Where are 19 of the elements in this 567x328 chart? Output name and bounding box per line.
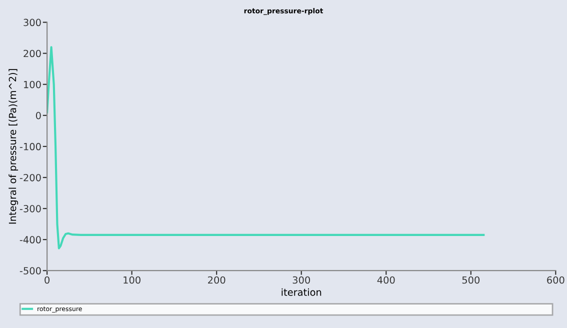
y-tick-label: 300	[24, 18, 41, 26]
y-axis-title: Integral of pressure [(Pa)(m^2)]	[8, 69, 18, 224]
y-tick-label: -300	[20, 205, 41, 212]
y-tick-label: 100	[24, 80, 41, 88]
x-tick-label: 200	[208, 276, 226, 284]
x-tick-label: 400	[377, 276, 395, 284]
x-tick-label: 300	[292, 276, 310, 284]
x-tick-label: 500	[462, 276, 480, 284]
x-tick-label: 100	[124, 276, 140, 284]
x-tick-label: 0	[44, 276, 50, 284]
y-tick-label: -400	[20, 236, 41, 244]
y-tick-label: -100	[20, 142, 41, 150]
y-tick-label: -200	[20, 174, 41, 182]
y-tick-label: 200	[24, 50, 41, 58]
y-tick-label: 0	[36, 112, 41, 120]
y-tick-label: -500	[20, 267, 41, 274]
x-axis-title: iteration	[282, 288, 322, 296]
line-series	[47, 46, 485, 250]
x-tick-label: 600	[547, 276, 564, 284]
